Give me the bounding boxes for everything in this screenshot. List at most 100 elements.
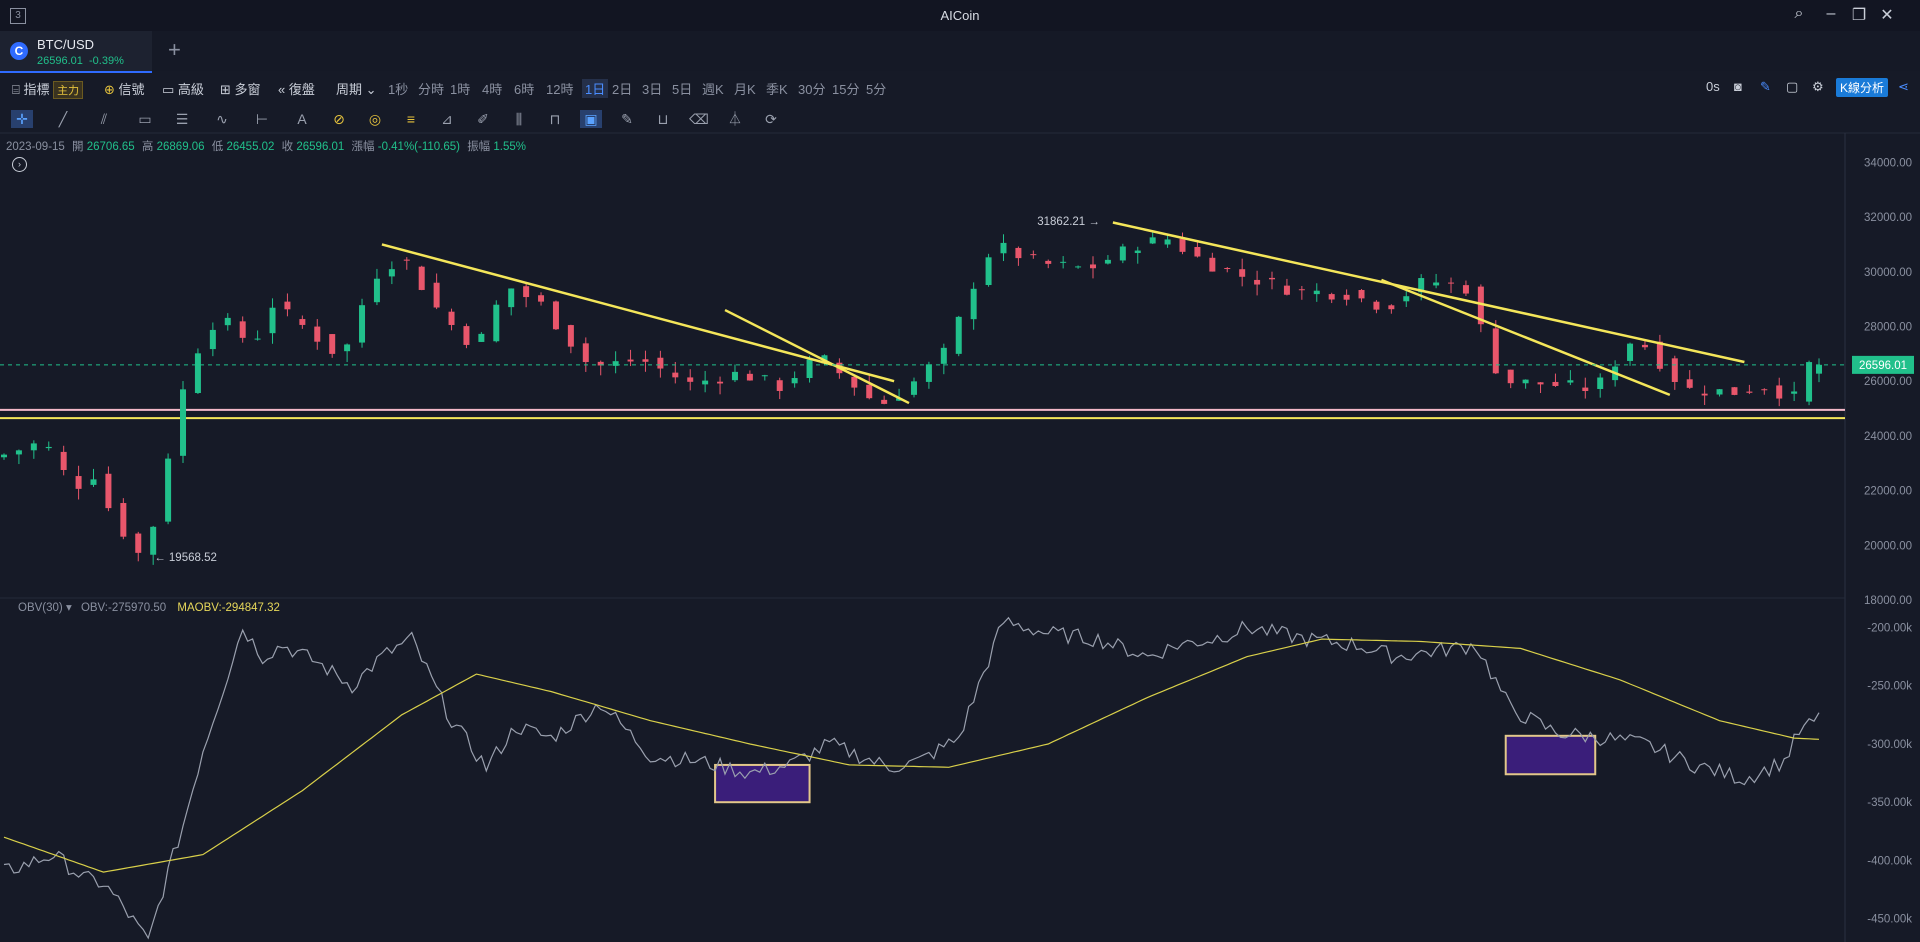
candle-body bbox=[1761, 389, 1768, 391]
search-icon[interactable]: ⌕ bbox=[1794, 5, 1804, 22]
eraser-icon[interactable]: ⌫ bbox=[689, 111, 709, 127]
candle-body bbox=[194, 353, 201, 394]
candle-body bbox=[209, 329, 216, 350]
period-8[interactable]: 3日 bbox=[642, 82, 663, 97]
price-tick-5: 24000.00 bbox=[1864, 431, 1912, 443]
parallel-tool-icon[interactable]: ⫽ bbox=[100, 111, 108, 127]
magnet-icon[interactable]: ▣ bbox=[580, 110, 602, 128]
minimize-icon[interactable]: – bbox=[1826, 5, 1836, 22]
candle-body bbox=[567, 325, 574, 347]
indicators-button[interactable]: ⌸ 指標 主力 bbox=[12, 79, 84, 99]
expand-icon[interactable]: › bbox=[12, 157, 27, 172]
candle-body bbox=[1597, 377, 1604, 389]
low-value: 26455.02 bbox=[226, 141, 275, 153]
close-icon[interactable]: ✕ bbox=[1880, 7, 1894, 24]
period-5[interactable]: 12時 bbox=[546, 82, 574, 97]
period-13[interactable]: 30分 bbox=[798, 82, 826, 97]
measure-tool-icon[interactable]: ⊢ bbox=[255, 111, 269, 127]
candle-body bbox=[1816, 364, 1822, 374]
candle-body bbox=[672, 372, 679, 378]
line-tool-icon[interactable]: ╱ bbox=[58, 111, 68, 127]
period-1[interactable]: 分時 bbox=[418, 82, 445, 97]
candle-body bbox=[1701, 393, 1708, 396]
candle-body bbox=[1194, 246, 1201, 257]
chip-icon[interactable]: ≡ bbox=[406, 111, 416, 127]
fib-circle-icon[interactable]: ◎ bbox=[368, 111, 382, 127]
period-15[interactable]: 5分 bbox=[866, 82, 887, 97]
indicators-icon: ⌸ bbox=[12, 82, 20, 97]
kline-analysis-button[interactable]: K線分析 bbox=[1836, 78, 1889, 97]
advanced-button[interactable]: ▭ 高級 bbox=[162, 79, 204, 98]
candle-body bbox=[1119, 246, 1126, 261]
period-0[interactable]: 1秒 bbox=[388, 82, 409, 97]
period-dropdown[interactable]: 周期 ⌄ bbox=[336, 79, 377, 98]
candle-icon[interactable]: ⫼ bbox=[515, 111, 523, 127]
advanced-label: 高級 bbox=[177, 82, 204, 97]
close-label: 收 bbox=[281, 141, 294, 153]
obv-tick-3: -350.00k bbox=[1867, 797, 1912, 809]
chevron-down-icon[interactable]: ▾ bbox=[65, 602, 72, 614]
period-11[interactable]: 月K bbox=[734, 82, 756, 97]
price-tick-2: 30000.00 bbox=[1864, 267, 1912, 279]
period-4[interactable]: 6時 bbox=[514, 82, 535, 97]
fib-tool-icon[interactable]: ⊘ bbox=[333, 111, 345, 127]
candle-body bbox=[1537, 382, 1544, 385]
candle-body bbox=[940, 347, 947, 364]
edit-icon[interactable]: ✎ bbox=[621, 111, 633, 127]
candle-body bbox=[612, 361, 619, 366]
multi-window-button[interactable]: ⊞ 多窗 bbox=[220, 79, 261, 98]
candle-body bbox=[15, 450, 22, 455]
period-9[interactable]: 5日 bbox=[672, 82, 693, 97]
candle-body bbox=[1492, 328, 1499, 374]
candle-body bbox=[150, 526, 157, 555]
refresh-icon[interactable]: ⟳ bbox=[765, 111, 777, 127]
filter-icon[interactable]: ⏃ bbox=[728, 111, 742, 127]
lock-icon[interactable]: ⊓ bbox=[549, 111, 561, 127]
candle-body bbox=[851, 376, 858, 388]
candle-body bbox=[1448, 282, 1455, 284]
text-tool-icon[interactable]: A bbox=[297, 111, 307, 127]
signal-button[interactable]: ⊕ 信號 bbox=[104, 79, 145, 98]
candle-body bbox=[1731, 387, 1738, 395]
candle-body bbox=[761, 375, 768, 377]
rectangle-tool-icon[interactable]: ▭ bbox=[138, 111, 152, 127]
price-axis-bg bbox=[1845, 133, 1920, 942]
replay-button[interactable]: « 復盤 bbox=[278, 79, 315, 98]
tab-bar: C BTC/USD 26596.01 -0.39% + bbox=[0, 31, 1920, 73]
last-price-label: 26596.01 bbox=[1859, 360, 1907, 372]
restore-icon[interactable]: ❐ bbox=[1851, 7, 1867, 24]
ohlc-date: 2023-09-15 bbox=[6, 141, 65, 153]
add-tab-button[interactable]: + bbox=[168, 37, 181, 62]
trash-icon[interactable]: ⊔ bbox=[657, 111, 669, 127]
candle-body bbox=[1179, 238, 1186, 252]
obv-tick-1: -250.00k bbox=[1867, 681, 1912, 693]
period-2[interactable]: 1時 bbox=[450, 82, 471, 97]
period-3[interactable]: 4時 bbox=[482, 82, 503, 97]
tab-btc-usd[interactable]: C BTC/USD 26596.01 -0.39% bbox=[0, 31, 152, 73]
brush-icon[interactable]: ✐ bbox=[477, 111, 489, 127]
period-14[interactable]: 15分 bbox=[832, 82, 860, 97]
candle-body bbox=[1627, 343, 1634, 361]
channel-tool-icon[interactable]: ☰ bbox=[175, 111, 189, 127]
wave-tool-icon[interactable]: ∿ bbox=[216, 111, 228, 127]
candle-body bbox=[582, 343, 589, 363]
crosshair-icon[interactable]: ✛ bbox=[11, 110, 33, 128]
period-7[interactable]: 2日 bbox=[612, 82, 633, 97]
candle-body bbox=[955, 316, 962, 354]
period-12[interactable]: 季K bbox=[766, 82, 788, 97]
camera-icon[interactable]: ◙ bbox=[1734, 79, 1742, 94]
ruler-icon[interactable]: ⊿ bbox=[441, 111, 453, 127]
candle-body bbox=[1254, 279, 1261, 285]
gear-icon[interactable]: ⚙ bbox=[1812, 79, 1824, 94]
candle-body bbox=[1164, 239, 1171, 245]
period-10[interactable]: 週K bbox=[702, 82, 724, 97]
window-icon[interactable]: ▢ bbox=[1786, 79, 1799, 94]
period-6[interactable]: 1日 bbox=[582, 79, 609, 98]
price-tick-0: 34000.00 bbox=[1864, 157, 1912, 169]
pencil-icon[interactable]: ✎ bbox=[1760, 79, 1771, 94]
candle-body bbox=[538, 295, 545, 302]
obv-label[interactable]: OBV(30) bbox=[18, 602, 63, 614]
candle-body bbox=[75, 476, 82, 489]
share-icon[interactable]: ⋖ bbox=[1898, 79, 1909, 94]
